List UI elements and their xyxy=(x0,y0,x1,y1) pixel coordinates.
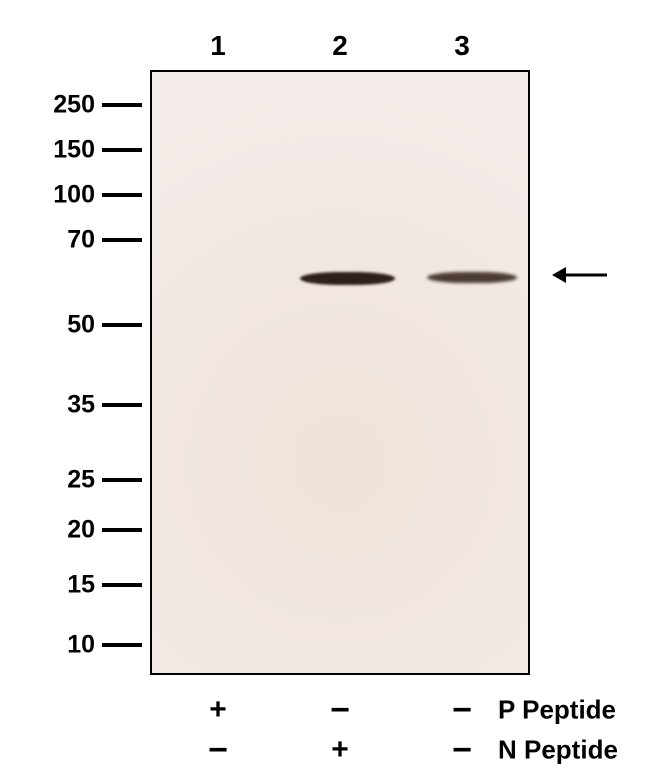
mw-tick-10 xyxy=(102,643,142,647)
band-lane-2 xyxy=(300,272,395,285)
band-arrow xyxy=(552,267,607,283)
peptide-row-label: N Peptide xyxy=(498,735,618,766)
text: 3 xyxy=(454,30,470,61)
mw-label-20: 20 xyxy=(35,516,95,545)
mw-tick-150 xyxy=(102,148,142,152)
mw-tick-25 xyxy=(102,478,142,482)
text: 1 xyxy=(210,30,226,61)
minus-sign: − xyxy=(452,693,472,727)
mw-label-10: 10 xyxy=(35,631,95,660)
mw-tick-50 xyxy=(102,323,142,327)
minus-sign: − xyxy=(452,733,472,767)
peptide-row-label: P Peptide xyxy=(498,695,616,726)
lane-label-3: 3 xyxy=(454,30,470,62)
minus-sign: − xyxy=(208,733,228,767)
mw-tick-20 xyxy=(102,528,142,532)
mw-label-15: 15 xyxy=(35,571,95,600)
band-lane-3 xyxy=(427,272,517,283)
lane-label-1: 1 xyxy=(210,30,226,62)
mw-label-150: 150 xyxy=(35,136,95,165)
arrow-head-icon xyxy=(552,267,566,283)
lane-label-2: 2 xyxy=(332,30,348,62)
mw-tick-35 xyxy=(102,403,142,407)
mw-tick-100 xyxy=(102,193,142,197)
arrow-shaft xyxy=(566,274,607,277)
mw-label-35: 35 xyxy=(35,391,95,420)
mw-tick-70 xyxy=(102,238,142,242)
western-blot-figure: 1 2 3 25015010070503525201510 +−−P Pepti… xyxy=(0,0,650,784)
blot-membrane xyxy=(150,70,530,675)
mw-label-250: 250 xyxy=(35,91,95,120)
mw-label-25: 25 xyxy=(35,466,95,495)
mw-label-100: 100 xyxy=(35,181,95,210)
minus-sign: − xyxy=(330,693,350,727)
mw-label-50: 50 xyxy=(35,311,95,340)
text: 2 xyxy=(332,30,348,61)
mw-tick-15 xyxy=(102,583,142,587)
plus-sign: + xyxy=(331,735,349,765)
blot-background xyxy=(152,72,528,673)
plus-sign: + xyxy=(209,695,227,725)
mw-label-70: 70 xyxy=(35,226,95,255)
mw-tick-250 xyxy=(102,103,142,107)
